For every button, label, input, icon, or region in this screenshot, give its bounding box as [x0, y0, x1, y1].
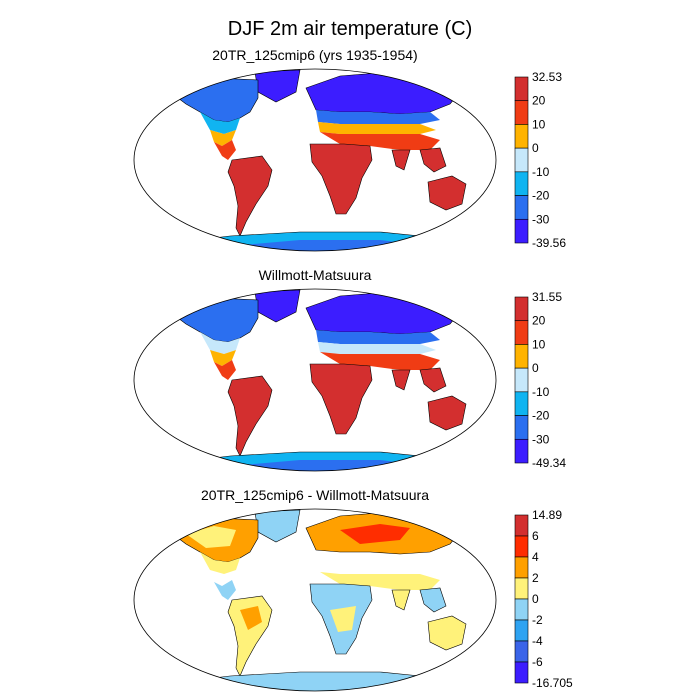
colorbar-segment — [514, 415, 529, 440]
colorbar-label: -30 — [532, 432, 550, 446]
colorbar-segment — [514, 556, 529, 579]
colorbar-segment — [514, 296, 529, 322]
colorbar-label: -30 — [532, 212, 550, 226]
colorbar-difference: 14.89 6 4 2 0 -2 -4 -6 -16.705 — [514, 508, 573, 690]
panel-title-observed: Willmott-Matsuura — [259, 267, 372, 283]
colorbar-segment — [514, 147, 529, 173]
colorbar-label: -16.705 — [532, 676, 573, 690]
map-outline-model — [133, 68, 497, 252]
colorbar-label: -20 — [532, 409, 550, 423]
colorbar-segment — [514, 218, 529, 244]
colorbar-label: 10 — [532, 117, 546, 131]
colorbar-label: -2 — [532, 613, 543, 627]
colorbar-label: -10 — [532, 385, 550, 399]
colorbar-label: 0 — [532, 141, 539, 155]
colorbar-segment — [514, 100, 529, 125]
colorbar-segment — [514, 391, 529, 416]
colorbar-label: -39.56 — [532, 236, 566, 250]
colorbar-label: 0 — [532, 592, 539, 606]
colorbar-label: 4 — [532, 550, 539, 564]
colorbar-label: 20 — [532, 94, 546, 108]
panel-title-difference: 20TR_125cmip6 - Willmott-Matsuura — [201, 487, 429, 503]
colorbar-segment — [514, 367, 529, 393]
colorbar-segment — [514, 344, 529, 369]
colorbar-label: 2 — [532, 571, 539, 585]
map-difference — [134, 509, 496, 691]
panel-model: 20TR_125cmip6 (yrs 1935-1954) — [133, 47, 566, 252]
colorbar-segment — [514, 438, 529, 464]
colorbar-segment — [514, 514, 529, 537]
colorbar-label: -6 — [532, 655, 543, 669]
colorbar-segment — [514, 598, 529, 621]
colorbar-label: 0 — [532, 361, 539, 375]
colorbar-label: 32.53 — [532, 70, 562, 84]
colorbar-label: -20 — [532, 189, 550, 203]
colorbar-segment — [514, 661, 529, 684]
figure-title: DJF 2m air temperature (C) — [228, 18, 473, 40]
colorbar-label: 6 — [532, 529, 539, 543]
colorbar-label: 31.55 — [532, 290, 562, 304]
panel-observed: Willmott-Matsuura 31.55 20 10 0 -10 -20 -30 -49… — [133, 267, 566, 472]
panel-title-model: 20TR_125cmip6 (yrs 1935-1954) — [212, 47, 417, 63]
colorbar-label: 14.89 — [532, 508, 562, 522]
map-outline-difference — [133, 508, 497, 692]
colorbar-label: 20 — [532, 314, 546, 328]
map-model — [134, 69, 496, 251]
colorbar-segment — [514, 640, 529, 663]
colorbar-segment — [514, 619, 529, 642]
colorbar-segment — [514, 535, 529, 558]
colorbar-segment — [514, 195, 529, 220]
panel-difference: 20TR_125cmip6 - Willmott-Matsuura 14.89 6… — [133, 487, 573, 692]
colorbar-segment — [514, 124, 529, 149]
map-outline-observed — [133, 288, 497, 472]
colorbar-segment — [514, 320, 529, 345]
colorbar-segment — [514, 577, 529, 600]
colorbar-label: -10 — [532, 165, 550, 179]
map-observed — [134, 289, 496, 471]
colorbar-segment — [514, 76, 529, 102]
colorbar-observed: 31.55 20 10 0 -10 -20 -30 -49.34 — [514, 290, 566, 470]
colorbar-label: 10 — [532, 337, 546, 351]
colorbar-label: -49.34 — [532, 456, 566, 470]
colorbar-segment — [514, 171, 529, 196]
colorbar-label: -4 — [532, 634, 543, 648]
colorbar-model: 32.53 20 10 0 -10 -20 -30 -39.56 — [514, 70, 566, 250]
